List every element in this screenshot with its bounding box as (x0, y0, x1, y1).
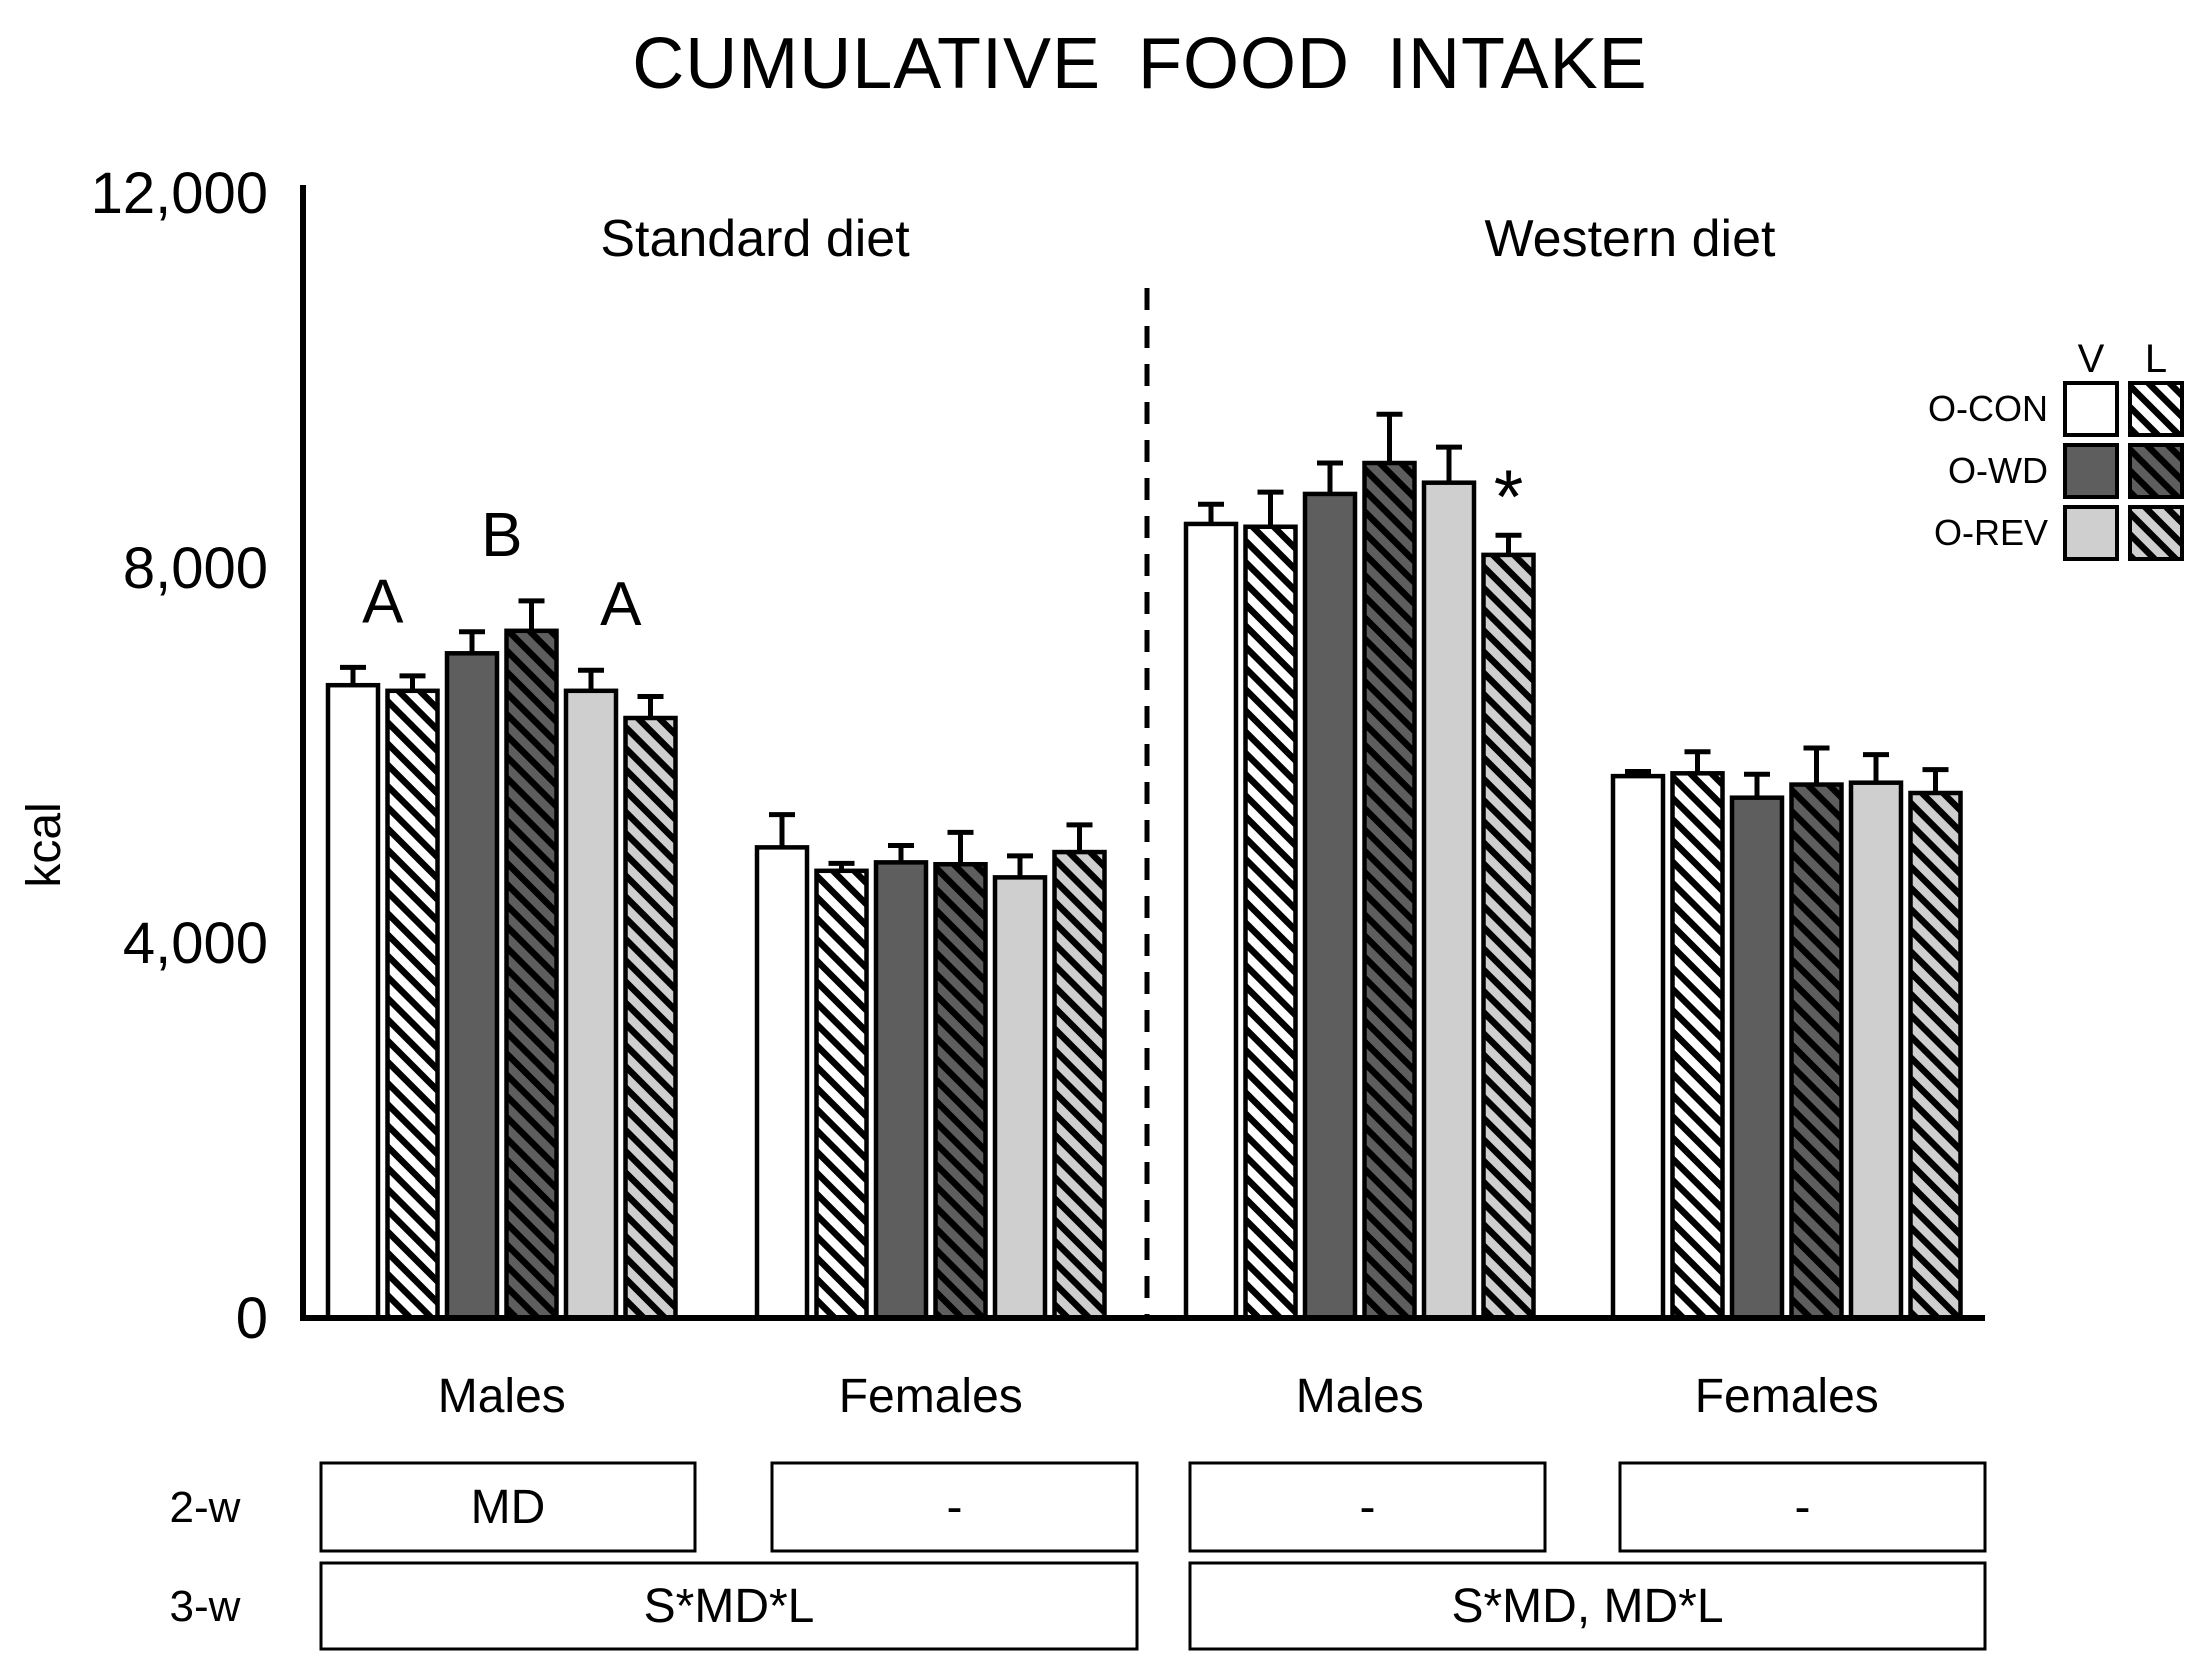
legend-swatch-outline (2063, 381, 2119, 437)
bar (1305, 493, 1355, 1318)
stat-box (319, 1561, 1139, 1651)
bar (1851, 782, 1901, 1318)
y-tick-label: 0 (236, 1286, 268, 1351)
bar-hatch-overlay (625, 718, 676, 1318)
legend-swatch-outline (2063, 505, 2119, 561)
significance-letter: A (362, 567, 404, 636)
legend-swatch (2065, 383, 2117, 435)
legend-swatch-outline (2128, 443, 2184, 499)
stat-box-text: MD (471, 1481, 546, 1534)
legend-swatch-outline (2128, 381, 2184, 437)
bar (1186, 523, 1236, 1318)
stat-box-text: S*MD*L (644, 1580, 815, 1633)
bar (566, 690, 616, 1318)
panel-label: Western diet (1485, 210, 1777, 268)
bar-hatch-overlay (387, 690, 438, 1318)
bar-hatch-overlay (935, 864, 986, 1318)
stat-box (1188, 1461, 1547, 1553)
stat-box-text: - (947, 1481, 963, 1534)
bar-hatch-overlay (1672, 773, 1723, 1318)
stat-box (1618, 1461, 1987, 1553)
legend-row-label: O-CON (1928, 388, 2048, 429)
legend-swatch-hatch (2130, 445, 2182, 497)
stat-box-text: - (1795, 1481, 1811, 1534)
stat-box-text: S*MD, MD*L (1451, 1580, 1723, 1633)
bar-hatch-overlay (1054, 852, 1105, 1318)
bar-hatch-overlay (506, 630, 557, 1318)
bar-hatch-overlay (1245, 526, 1296, 1318)
legend-swatch (2065, 445, 2117, 497)
group-label: Females (1695, 1370, 1879, 1423)
stat-row-label: 2-w (170, 1483, 241, 1532)
bar (876, 862, 926, 1318)
legend-col-header: V (2078, 337, 2105, 381)
legend-swatch (2065, 507, 2117, 559)
y-tick-label: 8,000 (123, 536, 268, 601)
group-label: Males (438, 1370, 566, 1423)
stat-box (770, 1461, 1139, 1553)
legend-row-label: O-REV (1934, 512, 2048, 553)
bar-hatch-overlay (816, 870, 867, 1318)
bar (1613, 776, 1663, 1318)
legend-swatch-hatch (2130, 507, 2182, 559)
bar-hatch-overlay (1364, 463, 1415, 1318)
stat-box (319, 1461, 697, 1553)
legend-swatch-outline (2063, 443, 2119, 499)
bar-hatch-overlay (1483, 554, 1534, 1318)
legend-col-header: L (2145, 337, 2167, 381)
legend-row-label: O-WD (1948, 450, 2048, 491)
bar (328, 685, 378, 1318)
bar (757, 847, 807, 1318)
bar (447, 653, 497, 1318)
bar-hatch-overlay (1791, 784, 1842, 1318)
y-tick-label: 12,000 (91, 161, 268, 226)
significance-asterisk: * (1494, 455, 1524, 540)
panel-label: Standard diet (600, 210, 910, 268)
chart-body: 12,000 8,000 4,000 0 Standard diet Western di… (91, 161, 2184, 1651)
chart-title: CUMULATIVE FOOD INTAKE (632, 24, 1647, 104)
group-label: Females (839, 1370, 1023, 1423)
stat-row-label: 3-w (170, 1582, 241, 1631)
significance-letter: A (600, 570, 642, 639)
bar (1732, 797, 1782, 1318)
bar-hatch-overlay (1910, 793, 1961, 1318)
stat-box-text: - (1360, 1481, 1376, 1534)
stat-box (1188, 1561, 1987, 1651)
bar (1424, 482, 1474, 1318)
legend-swatch-outline (2128, 505, 2184, 561)
y-tick-label: 4,000 (123, 911, 268, 976)
y-axis-label: kcal (18, 802, 71, 887)
bar (995, 877, 1045, 1318)
legend-swatch-hatch (2130, 383, 2182, 435)
significance-letter: B (481, 501, 522, 570)
group-label: Males (1296, 1370, 1424, 1423)
